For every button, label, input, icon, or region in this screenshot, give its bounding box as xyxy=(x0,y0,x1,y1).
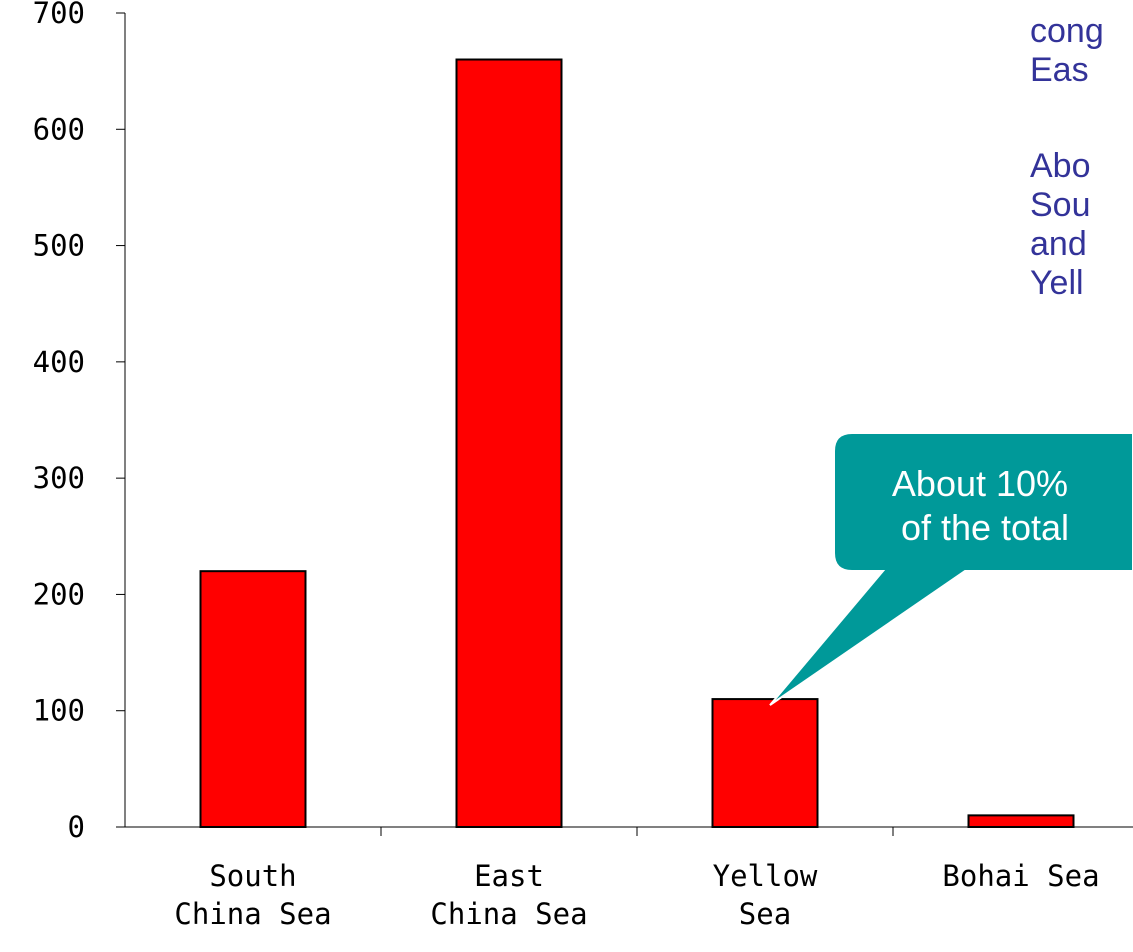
side-text-line: Abo xyxy=(1030,147,1091,185)
bar xyxy=(455,58,563,829)
side-text-line: Eas xyxy=(1030,51,1089,89)
category-label: China Sea xyxy=(430,897,587,931)
bar xyxy=(199,570,307,829)
callout-shape xyxy=(769,432,1133,706)
callout-text: About 10% of the total xyxy=(892,463,1078,548)
category-label: Sea xyxy=(739,897,791,931)
y-tick-label: 200 xyxy=(33,577,85,611)
bars-group xyxy=(199,58,1075,829)
side-text-para2: Abo Sou and Yell xyxy=(1030,147,1091,303)
bar xyxy=(967,814,1075,828)
category-label: East xyxy=(474,859,544,893)
y-tick-label: 300 xyxy=(33,461,85,495)
callout-line: of the total xyxy=(901,507,1069,548)
y-tick-label: 400 xyxy=(33,345,85,379)
labels-group: 0 100 200 300 400 500 600 700 South China Sea East… xyxy=(33,0,1100,931)
y-tick-label: 700 xyxy=(33,0,85,30)
side-text-line: and xyxy=(1030,225,1087,263)
y-tick-label: 500 xyxy=(33,229,85,263)
category-label: Bohai Sea xyxy=(942,859,1099,893)
side-text-para1: cong Eas xyxy=(1030,12,1104,90)
category-label: China Sea xyxy=(174,897,331,931)
y-tick-label: 100 xyxy=(33,694,85,728)
side-text-line: Yell xyxy=(1030,264,1084,302)
side-text-line: Sou xyxy=(1030,186,1091,224)
category-label: Yellow xyxy=(713,859,818,893)
y-tick-label: 0 xyxy=(68,810,85,844)
y-tick-label: 600 xyxy=(33,112,85,146)
category-label: South xyxy=(209,859,296,893)
callout-bubble: About 10% of the total xyxy=(769,432,1133,706)
bar xyxy=(711,698,819,828)
side-text-line: cong xyxy=(1030,12,1104,50)
callout-line: About 10% xyxy=(892,463,1068,504)
